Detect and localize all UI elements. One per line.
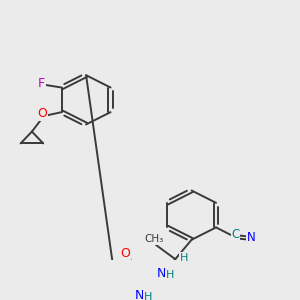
Text: H: H <box>144 292 152 300</box>
Text: O: O <box>120 247 130 260</box>
Text: N: N <box>157 267 167 280</box>
Text: H: H <box>166 270 174 280</box>
Text: CH₃: CH₃ <box>145 234 164 244</box>
Text: F: F <box>38 77 45 90</box>
Text: N: N <box>134 290 144 300</box>
Text: C: C <box>231 228 239 241</box>
Text: N: N <box>247 230 256 244</box>
Text: H: H <box>180 253 188 263</box>
Text: O: O <box>38 107 47 120</box>
